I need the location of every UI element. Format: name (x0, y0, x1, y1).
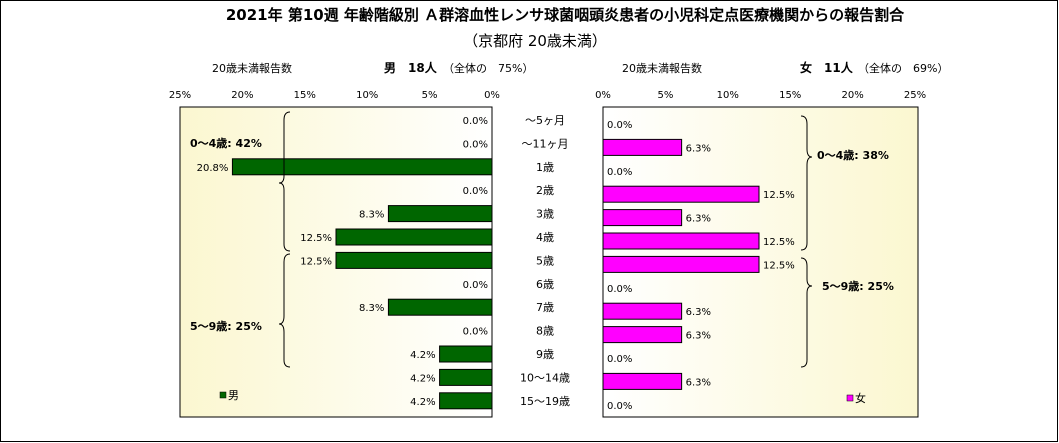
female-value-labels: 0.0% 6.3% 0.0% 12.5% 6.3% 12.5% 12.5% 0.0% 6.3% 6… (607, 120, 795, 412)
male-header-label: 20歳未満報告数 (212, 62, 292, 75)
male-value-label: 0.0% (463, 186, 488, 197)
male-bar (387, 205, 493, 223)
category-label: ～11ヶ月 (522, 137, 569, 150)
female-brace-5-9 (800, 257, 813, 368)
female-value-label: 0.0% (607, 167, 632, 178)
female-value-label: 6.3% (686, 331, 711, 342)
category-label: 1歳 (536, 161, 554, 174)
female-axis-ticks: 0% 5% 10% 15% 20% 25% (595, 90, 926, 101)
female-bar (602, 185, 760, 203)
female-value-label: 6.3% (686, 214, 711, 225)
chart-title: 2021年 第10週 年齢階級別 Ａ群溶血性レンサ球菌咽頭炎患者の小児科定点医療… (226, 6, 905, 24)
male-legend-swatch (219, 391, 227, 399)
category-label: 15～19歳 (520, 395, 570, 408)
male-header-share: （全体の 75%） (443, 61, 533, 75)
male-x-tick: 20% (231, 90, 253, 101)
male-axis-ticks: 0% 5% 10% 15% 20% 25% (169, 90, 500, 101)
male-legend-label: 男 (228, 389, 239, 402)
female-value-label: 0.0% (607, 120, 632, 131)
female-header-label: 20歳未満報告数 (622, 62, 702, 75)
category-label: 6歳 (536, 278, 554, 291)
female-x-tick: 25% (904, 90, 926, 101)
male-bar (439, 345, 493, 363)
male-x-tick: 15% (294, 90, 316, 101)
male-bar (439, 392, 493, 410)
male-bars (231, 158, 493, 410)
category-labels: ～5ヶ月 ～11ヶ月 1歳 2歳 3歳 4歳 5歳 6歳 7歳 8歳 9歳 10～14歳 15～19歳 (520, 114, 570, 408)
male-group-label-0-4: 0～4歳: 42% (190, 136, 262, 150)
female-legend-swatch (846, 394, 854, 402)
male-value-label: 20.8% (197, 163, 229, 174)
category-label: 3歳 (536, 208, 554, 221)
female-bar (602, 209, 683, 227)
male-bar (231, 158, 493, 176)
female-bars (602, 138, 760, 390)
category-label: 8歳 (536, 325, 554, 338)
female-x-tick: 5% (657, 90, 673, 101)
category-label: ～5ヶ月 (525, 114, 565, 127)
male-value-label: 12.5% (300, 233, 332, 244)
female-bar (602, 326, 683, 344)
male-bar (387, 298, 493, 316)
male-x-tick: 0% (484, 90, 500, 101)
female-x-tick: 20% (841, 90, 863, 101)
male-value-label: 0.0% (463, 139, 488, 150)
male-bar (335, 251, 493, 269)
male-brace-5-9 (278, 253, 291, 368)
male-x-tick: 5% (422, 90, 438, 101)
male-value-label: 0.0% (463, 327, 488, 338)
male-x-tick: 25% (169, 90, 191, 101)
male-brace-0-4 (278, 111, 291, 252)
male-value-label: 12.5% (300, 256, 332, 267)
female-brace-0-4 (800, 115, 813, 251)
female-bar (602, 232, 760, 250)
male-bar (335, 228, 493, 246)
female-value-label: 0.0% (607, 401, 632, 412)
category-label: 4歳 (536, 231, 554, 244)
female-value-label: 12.5% (763, 260, 795, 271)
female-bar (602, 372, 683, 390)
category-label: 10～14歳 (520, 371, 570, 384)
female-bar (602, 138, 683, 156)
male-group-label-5-9: 5～9歳: 25% (190, 319, 262, 333)
female-group-label-0-4: 0～4歳: 38% (817, 148, 889, 162)
female-value-label: 0.0% (607, 284, 632, 295)
male-value-label: 8.3% (359, 210, 384, 221)
category-label: 7歳 (536, 301, 554, 314)
female-legend-label: 女 (855, 391, 866, 405)
male-value-labels: 0.0% 0.0% 20.8% 0.0% 8.3% 12.5% 12.5% 0.0% 8.3% 0… (197, 116, 488, 408)
female-value-label: 6.3% (686, 143, 711, 154)
female-header-share: （全体の 69%） (858, 61, 948, 75)
male-value-label: 4.2% (410, 397, 435, 408)
female-x-tick: 10% (717, 90, 739, 101)
chart-subtitle: （京都府 20歳未満） (463, 32, 607, 50)
male-x-tick: 10% (356, 90, 378, 101)
female-group-label-5-9: 5～9歳: 25% (822, 279, 894, 293)
male-value-label: 4.2% (410, 350, 435, 361)
female-value-label: 6.3% (686, 307, 711, 318)
male-value-label: 0.0% (463, 116, 488, 127)
male-bar (439, 368, 493, 386)
female-bar (602, 302, 683, 320)
category-label: 9歳 (536, 348, 554, 361)
female-x-tick: 15% (779, 90, 801, 101)
female-value-label: 12.5% (763, 237, 795, 248)
female-value-label: 6.3% (686, 377, 711, 388)
female-value-label: 0.0% (607, 354, 632, 365)
female-x-tick: 0% (595, 90, 611, 101)
female-value-label: 12.5% (763, 190, 795, 201)
male-value-label: 4.2% (410, 373, 435, 384)
male-value-label: 0.0% (463, 280, 488, 291)
category-label: 5歳 (536, 254, 554, 267)
male-value-label: 8.3% (359, 303, 384, 314)
male-header-count: 男 18人 (384, 60, 438, 75)
category-label: 2歳 (536, 184, 554, 197)
female-bar (602, 255, 760, 273)
female-header-count: 女 11人 (800, 60, 854, 75)
